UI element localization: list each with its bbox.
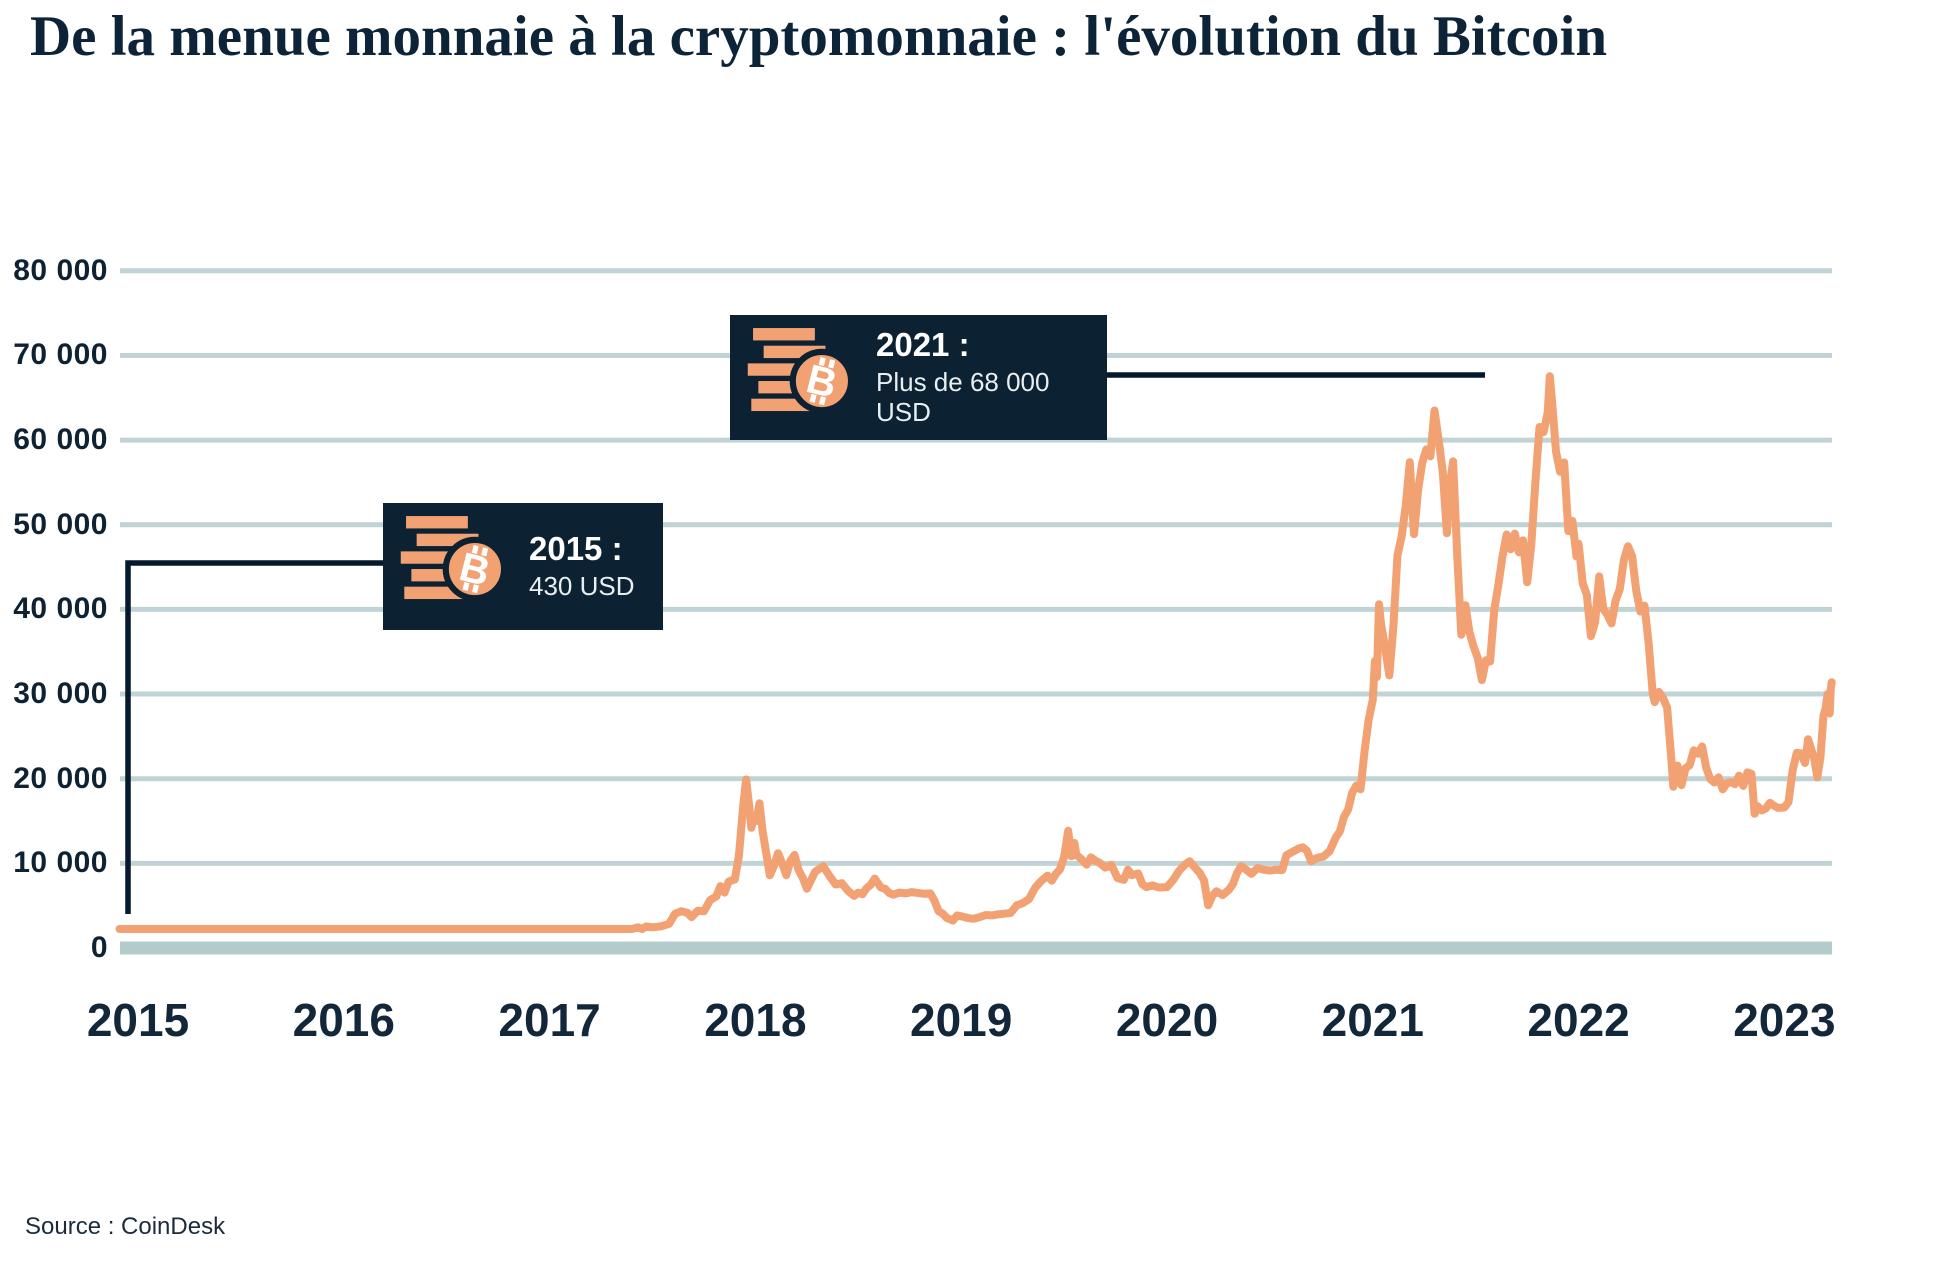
- x-axis-label-2020: 2020: [1115, 994, 1219, 1046]
- y-axis-label-20000: 20 000: [13, 761, 108, 795]
- x-axis-label-2019: 2019: [910, 994, 1013, 1046]
- x-axis-label-2021: 2021: [1321, 994, 1424, 1046]
- annotation-2021-value-line1: Plus de 68 000: [876, 367, 1050, 398]
- bitcoin-price-line: [115, 372, 1836, 933]
- coin-bar: [753, 328, 815, 341]
- x-axis-label-2016: 2016: [292, 994, 395, 1046]
- bitcoin-coin-stack-icon: B: [747, 328, 855, 414]
- annotation-2015-value: 430 USD: [529, 571, 635, 602]
- annotation-2021-value-line2: USD: [876, 397, 931, 428]
- y-axis-label-70000: 70 000: [13, 338, 108, 372]
- x-axis-label-2022: 2022: [1527, 994, 1630, 1046]
- y-axis-label-40000: 40 000: [13, 592, 108, 626]
- y-axis-label-50000: 50 000: [13, 507, 108, 541]
- page-title: De la menue monnaie à la cryptomonnaie :…: [30, 5, 1608, 68]
- annotation-2021-callout: B 2021 : Plus de 68 000 USD: [730, 315, 1107, 440]
- y-axis-label-10000: 10 000: [13, 846, 108, 880]
- x-axis-label-2018: 2018: [704, 994, 807, 1046]
- y-axis-label-60000: 60 000: [13, 423, 108, 457]
- bitcoin-coin: [442, 536, 508, 602]
- x-axis-label-2017: 2017: [498, 994, 601, 1046]
- annotation-2021-year: 2021 :: [876, 325, 970, 363]
- annotation-2015-year: 2015 :: [529, 529, 623, 567]
- zero-baseline: [120, 941, 1832, 955]
- y-axis-label-0: 0: [90, 931, 108, 964]
- x-axis-label-2023: 2023: [1733, 994, 1836, 1046]
- y-axis-label-80000: 80 000: [13, 253, 108, 287]
- connector-2015: [125, 560, 383, 914]
- y-axis-label-30000: 30 000: [13, 677, 108, 711]
- bitcoin-coin: [789, 348, 855, 414]
- coin-bar: [406, 516, 468, 529]
- bitcoin-coin-stack-icon: B: [400, 516, 508, 602]
- annotation-2015-callout: B 2015 : 430 USD: [383, 503, 663, 630]
- x-axis-label-2015: 2015: [86, 994, 190, 1046]
- source-caption: Source : CoinDesk: [25, 1213, 226, 1240]
